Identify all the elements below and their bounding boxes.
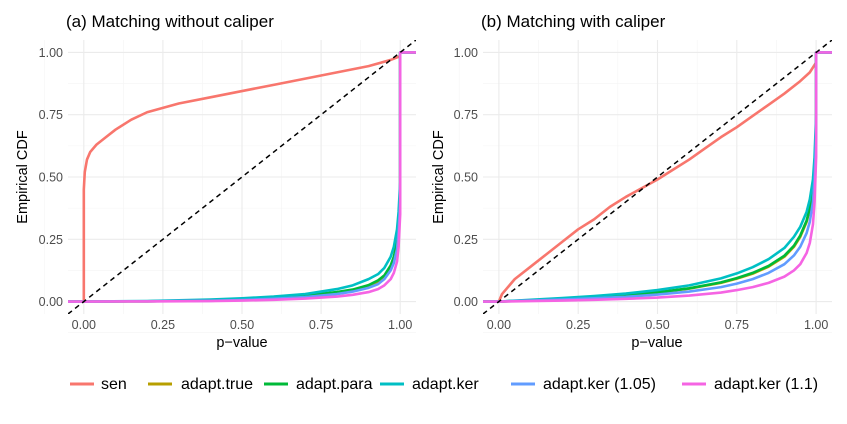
- x-tick-label: 1.00: [804, 318, 828, 332]
- legend-label-adapt-ker-1-1: adapt.ker (1.1): [714, 376, 818, 393]
- x-tick-label: 0.00: [487, 318, 511, 332]
- reference-diagonal-line: [68, 40, 416, 314]
- panel-b: 0.00 0.25 0.50 0.75 1.00 0.00 0.25 0.50 0.75 1.00…: [431, 12, 832, 351]
- chart-title: (b) Matching with caliper: [481, 12, 666, 31]
- series-line-sen: [483, 51, 832, 303]
- legend-label-adapt-ker-1-05: adapt.ker (1.05): [543, 376, 656, 393]
- x-tick-label: 0.00: [72, 318, 96, 332]
- legend-label-adapt-ker: adapt.ker: [412, 376, 479, 393]
- series-line-adapt-ker-1-1: [483, 51, 832, 303]
- legend-label-adapt-para: adapt.para: [296, 376, 373, 393]
- x-axis-label: p−value: [216, 335, 267, 351]
- x-tick-label: 0.75: [725, 318, 749, 332]
- legend-label-sen: sen: [101, 376, 127, 393]
- y-tick-label: 0.75: [454, 108, 478, 122]
- x-tick-label: 0.25: [566, 318, 590, 332]
- panel-a: 0.00 0.25 0.50 0.75 1.00 0.00 0.25 0.50 0.75 1.00…: [15, 12, 416, 351]
- plot-area: [68, 40, 416, 314]
- y-tick-label: 0.00: [454, 295, 478, 309]
- y-tick-label: 0.50: [39, 171, 63, 185]
- x-tick-label: 0.25: [151, 318, 175, 332]
- y-tick-label: 0.50: [454, 171, 478, 185]
- reference-diagonal-line: [483, 40, 832, 314]
- x-tick-label: 0.50: [230, 318, 254, 332]
- x-tick-label: 0.50: [645, 318, 669, 332]
- legend: sen adapt.true adapt.para adapt.ker adapt.ke…: [70, 376, 818, 393]
- series-line-adapt-ker-1-1: [68, 51, 416, 303]
- y-tick-label: 0.25: [39, 233, 63, 247]
- y-tick-label: 0.25: [454, 233, 478, 247]
- chart-title: (a) Matching without caliper: [66, 12, 274, 31]
- y-axis-label: Empirical CDF: [431, 130, 447, 224]
- legend-label-adapt-true: adapt.true: [181, 376, 253, 393]
- series-line-sen: [82, 51, 416, 302]
- y-tick-label: 1.00: [39, 46, 63, 60]
- y-tick-label: 0.75: [39, 108, 63, 122]
- x-axis-label: p−value: [631, 335, 682, 351]
- y-axis-label: Empirical CDF: [15, 130, 31, 224]
- x-tick-label: 1.00: [388, 318, 412, 332]
- plot-area: [483, 40, 832, 314]
- x-tick-label: 0.75: [309, 318, 333, 332]
- y-tick-label: 1.00: [454, 46, 478, 60]
- y-tick-label: 0.00: [39, 295, 63, 309]
